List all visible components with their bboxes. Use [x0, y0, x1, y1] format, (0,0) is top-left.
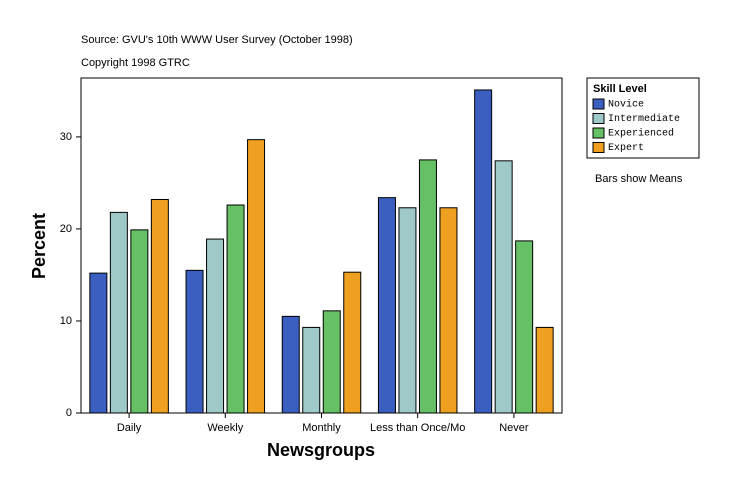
x-tick-label: Less than Once/Mo [370, 422, 465, 434]
y-tick-label: 10 [60, 315, 72, 327]
bar [247, 139, 266, 414]
bar [535, 326, 554, 414]
x-tick-label: Monthly [302, 422, 341, 434]
x-tick-label: Never [499, 422, 529, 434]
legend-label: Expert [608, 143, 644, 154]
bar [150, 198, 169, 414]
x-tick-label: Daily [117, 422, 142, 434]
bar [206, 238, 225, 414]
bar [439, 207, 458, 414]
bar [109, 211, 128, 414]
legend-title: Skill Level [593, 83, 647, 95]
bar [281, 315, 300, 414]
x-tick-label: Weekly [207, 422, 243, 434]
legend-swatch [592, 113, 605, 124]
legend-swatch [592, 98, 605, 110]
note: Bars show Means [595, 173, 683, 185]
legend-swatch [592, 127, 605, 139]
bar [494, 160, 513, 414]
legend-label: Experienced [608, 128, 674, 140]
y-tick-label: 30 [60, 131, 72, 143]
bar [89, 272, 108, 414]
bar [185, 269, 204, 414]
bar [377, 197, 396, 414]
bar [343, 271, 362, 414]
y-tick-label: 20 [60, 223, 72, 235]
bar [398, 207, 417, 414]
x-axis-label: Newsgroups [267, 440, 375, 460]
bar [322, 310, 341, 414]
y-tick-label: 0 [66, 407, 72, 419]
chart-title: Source: GVU's 10th WWW User Survey (Octo… [81, 34, 353, 46]
y-axis-label: Percent [29, 213, 49, 279]
legend [586, 77, 700, 159]
bar [130, 229, 149, 414]
bar [418, 159, 437, 414]
legend-label: Novice [608, 99, 644, 111]
bar [474, 89, 493, 414]
legend-swatch [592, 142, 605, 153]
bar [226, 204, 245, 414]
bar [302, 326, 321, 414]
legend-label: Intermediate [608, 113, 680, 125]
chart-subtitle: Copyright 1998 GTRC [81, 57, 190, 69]
bar [515, 240, 534, 414]
